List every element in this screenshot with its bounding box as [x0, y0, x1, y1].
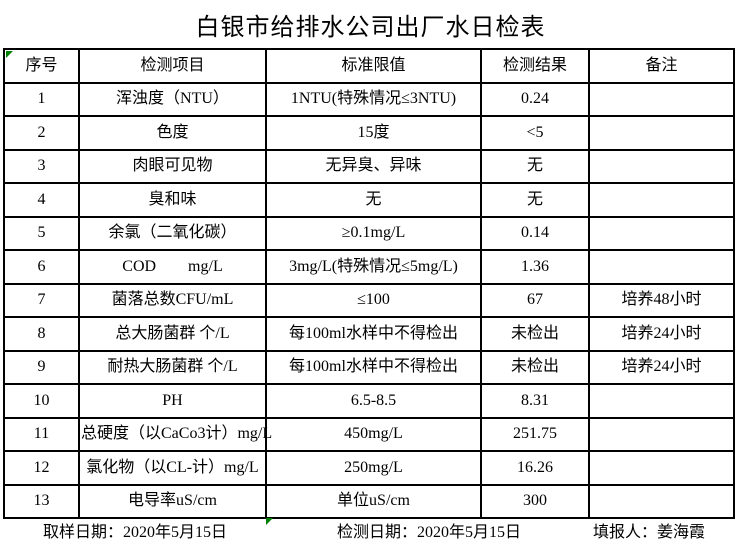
table-cell-r4c1[interactable]: 4 — [3, 182, 80, 218]
table-cell-r9c2[interactable]: 耐热大肠菌群 个/L — [78, 349, 267, 385]
column-header-4[interactable]: 检测结果 — [480, 48, 590, 84]
table-cell-r11c1[interactable]: 11 — [3, 416, 80, 452]
table-cell-r2c3[interactable]: 15度 — [265, 115, 482, 151]
table-cell-r11c5[interactable] — [588, 416, 735, 452]
column-header-2[interactable]: 检测项目 — [78, 48, 267, 84]
cell-error-indicator-icon — [6, 51, 13, 58]
table-row: 4 臭和味无无 — [3, 182, 735, 218]
table-body: 1 浑浊度（NTU） 1NTU(特殊情况≤3NTU) 0.24 2 色度 15度 <5 3 肉眼可… — [3, 81, 735, 519]
table-cell-r2c4[interactable]: <5 — [480, 115, 590, 151]
table-cell-r3c2[interactable]: 肉眼可见物 — [78, 148, 267, 184]
table-row: 10 PH 6.5-8.5 8.31 — [3, 383, 735, 419]
table-cell-r13c3[interactable]: 单位uS/cm — [265, 483, 482, 519]
table-cell-r6c1[interactable]: 6 — [3, 249, 80, 285]
table-cell-r13c4[interactable]: 300 — [480, 483, 590, 519]
table-cell-r4c4[interactable]: 无 — [480, 182, 590, 218]
table-cell-r11c4[interactable]: 251.75 — [480, 416, 590, 452]
table-cell-r9c5[interactable]: 培养24小时 — [588, 349, 735, 385]
reporter-text: 填报人：姜海霞 — [593, 524, 706, 541]
table-cell-r10c5[interactable] — [588, 383, 735, 419]
table-cell-r3c1[interactable]: 3 — [3, 148, 80, 184]
table-cell-r5c3[interactable]: ≥0.1mg/L — [265, 215, 482, 251]
table-cell-r11c2[interactable]: 总硬度（以CaCo3计）mg/L — [78, 416, 272, 452]
table-cell-r9c4[interactable]: 未检出 — [480, 349, 590, 385]
table-cell-r2c1[interactable]: 2 — [3, 115, 80, 151]
table-row: 13 电导率uS/cm 单位uS/cm 300 — [3, 483, 735, 519]
table-cell-r13c1[interactable]: 13 — [3, 483, 80, 519]
table-cell-r6c3[interactable]: 3mg/L(特殊情况≤5mg/L) — [265, 249, 482, 285]
table-cell-r1c3[interactable]: 1NTU(特殊情况≤3NTU) — [265, 81, 482, 117]
table-row: 11 总硬度（以CaCo3计）mg/L 450mg/L 251.75 — [3, 416, 735, 452]
table-row: 6 COD mg/L 3mg/L(特殊情况≤5mg/L) 1.36 — [3, 249, 735, 285]
table-header-row: 序号 检测项目 标准限值 检测结果 备注 — [3, 48, 735, 84]
table-cell-r1c2[interactable]: 浑浊度（NTU） — [78, 81, 267, 117]
page-title: 白银市给排水公司出厂水日检表 — [195, 15, 546, 41]
table-cell-r1c1[interactable]: 1 — [3, 81, 80, 117]
footer-row: 取样日期：2020年5月15日 检测日期：2020年5月15日 填报人：姜海霞 — [0, 522, 741, 546]
table-row: 3 肉眼可见物 无异臭、异味无 — [3, 148, 735, 184]
table-cell-r3c5[interactable] — [588, 148, 735, 184]
table-cell-r12c3[interactable]: 250mg/L — [265, 450, 482, 486]
table-row: 5 余氯（二氧化碳） ≥0.1mg/L 0.14 — [3, 215, 735, 251]
table-cell-r13c2[interactable]: 电导率uS/cm — [78, 483, 267, 519]
table-row: 2 色度 15度 <5 — [3, 115, 735, 151]
table-cell-r7c3[interactable]: ≤100 — [265, 282, 482, 318]
column-header-1[interactable]: 序号 — [3, 48, 80, 84]
table-cell-r10c1[interactable]: 10 — [3, 383, 80, 419]
table-cell-r9c1[interactable]: 9 — [3, 349, 80, 385]
table-cell-r8c3[interactable]: 每100ml水样中不得检出 — [265, 316, 482, 352]
table-cell-r6c2[interactable]: COD mg/L — [78, 249, 267, 285]
table-cell-r3c3[interactable]: 无异臭、异味 — [265, 148, 482, 184]
table-cell-r5c1[interactable]: 5 — [3, 215, 80, 251]
table-cell-r5c4[interactable]: 0.14 — [480, 215, 590, 251]
table-cell-r7c4[interactable]: 67 — [480, 282, 590, 318]
table-cell-r6c4[interactable]: 1.36 — [480, 249, 590, 285]
cell-error-indicator-icon — [266, 518, 273, 525]
table-row: 7 菌落总数CFU/mL ≤100 67 培养48小时 — [3, 282, 735, 318]
table-row: 8 总大肠菌群 个/L 每100ml水样中不得检出 未检出 培养24小时 — [3, 316, 735, 352]
table-cell-r8c4[interactable]: 未检出 — [480, 316, 590, 352]
table-cell-r3c4[interactable]: 无 — [480, 148, 590, 184]
table-cell-r8c2[interactable]: 总大肠菌群 个/L — [78, 316, 267, 352]
table-cell-r12c5[interactable] — [588, 450, 735, 486]
table-cell-r12c1[interactable]: 12 — [3, 450, 80, 486]
table-cell-r1c4[interactable]: 0.24 — [480, 81, 590, 117]
table-row: 9 耐热大肠菌群 个/L 每100ml水样中不得检出 未检出 培养24小时 — [3, 349, 735, 385]
table-cell-r2c2[interactable]: 色度 — [78, 115, 267, 151]
table-row: 12 氯化物（以CL-计）mg/L 250mg/L 16.26 — [3, 450, 735, 486]
table-cell-r10c4[interactable]: 8.31 — [480, 383, 590, 419]
table-cell-r4c5[interactable] — [588, 182, 735, 218]
inspection-table: 序号 检测项目 标准限值 检测结果 备注 1 浑浊度（NTU） 1NTU(特殊情况≤3NTU… — [3, 48, 735, 519]
table-cell-r8c1[interactable]: 8 — [3, 316, 80, 352]
table-cell-r13c5[interactable] — [588, 483, 735, 519]
table-cell-r11c3[interactable]: 450mg/L — [265, 416, 482, 452]
table-cell-r6c5[interactable] — [588, 249, 735, 285]
table-cell-r7c5[interactable]: 培养48小时 — [588, 282, 735, 318]
sampling-date-text: 取样日期：2020年5月15日 — [43, 524, 228, 541]
table-cell-r10c3[interactable]: 6.5-8.5 — [265, 383, 482, 419]
column-header-5[interactable]: 备注 — [588, 48, 735, 84]
table-cell-r9c3[interactable]: 每100ml水样中不得检出 — [265, 349, 482, 385]
table-cell-r10c2[interactable]: PH — [78, 383, 267, 419]
table-cell-r7c1[interactable]: 7 — [3, 282, 80, 318]
table-row: 1 浑浊度（NTU） 1NTU(特殊情况≤3NTU) 0.24 — [3, 81, 735, 117]
table-cell-r5c2[interactable]: 余氯（二氧化碳） — [78, 215, 267, 251]
column-header-3[interactable]: 标准限值 — [265, 48, 482, 84]
testing-date-text: 检测日期：2020年5月15日 — [337, 524, 522, 541]
table-cell-r5c5[interactable] — [588, 215, 735, 251]
table-cell-r4c3[interactable]: 无 — [265, 182, 482, 218]
table-cell-r1c5[interactable] — [588, 81, 735, 117]
table-cell-r12c4[interactable]: 16.26 — [480, 450, 590, 486]
table-cell-r7c2[interactable]: 菌落总数CFU/mL — [78, 282, 267, 318]
table-cell-r2c5[interactable] — [588, 115, 735, 151]
table-cell-r12c2[interactable]: 氯化物（以CL-计）mg/L — [78, 450, 267, 486]
table-cell-r4c2[interactable]: 臭和味 — [78, 182, 267, 218]
table-cell-r8c5[interactable]: 培养24小时 — [588, 316, 735, 352]
